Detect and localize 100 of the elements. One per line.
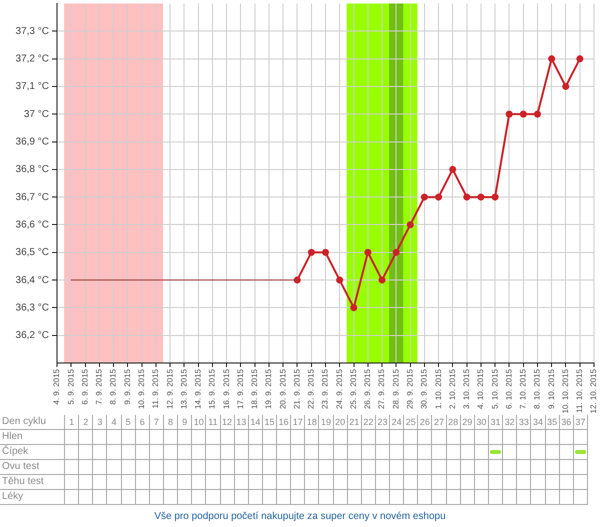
x-tick-label: 7. 10. 2015 xyxy=(518,368,528,410)
y-tick-label: 36,6 °C xyxy=(16,219,49,230)
x-tick-label: 6. 9. 2015 xyxy=(80,368,90,405)
x-tick-label: 8. 10. 2015 xyxy=(532,368,542,410)
y-tick-label: 36,2 °C xyxy=(16,330,49,342)
point xyxy=(534,110,541,118)
x-tick-label: 18 xyxy=(306,416,318,429)
point xyxy=(463,194,470,201)
point xyxy=(477,194,484,201)
y-tick-label: Léky xyxy=(1,490,24,504)
x-tick-label: 25 xyxy=(404,416,417,429)
x-tick-label: 17. 9. 2015 xyxy=(236,368,245,410)
point xyxy=(392,248,400,256)
x-tick-label: 27. 9. 2015 xyxy=(377,368,386,410)
x-tick-label: 16 xyxy=(278,416,290,429)
x-tick-label: 3. 10. 2015 xyxy=(462,368,472,410)
x-tick-label: 16. 9. 2015 xyxy=(222,368,231,410)
x-tick-label: 21. 9. 2015 xyxy=(292,368,302,410)
x-tick-label: 10. 10. 2015 xyxy=(560,368,570,414)
point xyxy=(449,166,456,173)
x-tick-label: 8. 9. 2015 xyxy=(108,368,118,405)
x-tick-label: 26. 9. 2015 xyxy=(363,368,372,410)
x-tick-label: 20. 9. 2015 xyxy=(278,368,288,410)
x-tick-label: 9 xyxy=(181,416,188,429)
x-tick-label: 5 xyxy=(124,416,132,429)
y-tick-label: 36,9 °C xyxy=(16,136,49,148)
point xyxy=(378,276,386,284)
point xyxy=(562,82,570,90)
x-tick-label: 11 xyxy=(207,416,219,429)
x-tick-label: 30. 9. 2015 xyxy=(420,368,429,410)
x-tick-label: 5. 10. 2015 xyxy=(490,368,500,410)
x-tick-label: 5. 9. 2015 xyxy=(66,368,76,405)
x-tick-label: 14. 9. 2015 xyxy=(194,368,203,410)
x-tick-label: 15 xyxy=(263,416,276,429)
x-tick-label: 17 xyxy=(292,416,304,429)
x-tick-label: 8 xyxy=(167,416,174,429)
x-tick-label: 21 xyxy=(348,416,360,429)
x-tick-label: 11. 10. 2015 xyxy=(575,368,584,413)
y-tick-label: 37,2 °C xyxy=(16,54,49,65)
x-tick-label: 6 xyxy=(138,416,146,429)
x-tick-label: 13. 9. 2015 xyxy=(179,368,188,410)
y-tick-label: 36,7 °C xyxy=(16,192,49,203)
y-tick-label: 37 °C xyxy=(24,108,49,120)
x-tick-label: 4. 9. 2015 xyxy=(52,368,62,405)
x-tick-label: 35 xyxy=(546,416,558,429)
x-tick-label: 18. 9. 2015 xyxy=(250,368,260,410)
x-tick-label: 9. 10. 2015 xyxy=(546,368,556,410)
x-tick-label: 7 xyxy=(152,416,160,429)
text: Vše pro podporu početí nakupujte za super ceny v novém eshopu xyxy=(154,511,446,523)
y-tick-label: 37,3 °C xyxy=(16,26,49,37)
point xyxy=(492,194,499,201)
point xyxy=(308,248,315,256)
x-tick-label: 27 xyxy=(433,416,446,429)
y-tick-label: 37,1 °C xyxy=(16,81,49,92)
x-tick-label: 6. 10. 2015 xyxy=(504,368,514,410)
y-tick-label: 36,5 °C xyxy=(16,247,49,258)
y-tick-label: Těhu test xyxy=(1,475,45,489)
x-tick-label: 10 xyxy=(192,416,205,429)
x-tick-label: 32 xyxy=(504,416,516,429)
x-tick-label: 31 xyxy=(490,416,502,429)
x-tick-label: 24 xyxy=(390,416,403,429)
point xyxy=(350,304,358,312)
x-tick-label: 30 xyxy=(475,416,488,429)
x-tick-label: 28. 9. 2015 xyxy=(391,368,400,410)
y-tick-label: 36,4 °C xyxy=(16,274,49,286)
point xyxy=(435,194,442,201)
y-tick-label: Ovu test xyxy=(1,460,40,474)
x-tick-label: 10. 9. 2015 xyxy=(136,368,146,410)
x-tick-label: 37 xyxy=(574,416,586,429)
x-tick-label: 7. 9. 2015 xyxy=(94,368,104,405)
x-tick-label: 25. 9. 2015 xyxy=(348,368,358,410)
x-axis-title: Den cyklu xyxy=(1,415,47,429)
point xyxy=(420,194,428,201)
x-tick-label: 15. 9. 2015 xyxy=(208,368,217,410)
x-tick-label: 22 xyxy=(362,416,374,429)
x-tick-label: 12. 9. 2015 xyxy=(165,368,174,410)
point xyxy=(576,55,584,62)
y-tick-label: 36,8 °C xyxy=(16,164,49,176)
point xyxy=(364,248,372,256)
x-tick-label: 19. 9. 2015 xyxy=(264,368,274,410)
x-tick-label: 34 xyxy=(532,416,544,429)
x-tick-label: 23 xyxy=(376,416,389,429)
x-tick-label: 12. 10. 2015 xyxy=(589,368,598,414)
x-tick-label: 11. 9. 2015 xyxy=(151,368,160,408)
x-tick-label: 14 xyxy=(249,416,262,429)
x-tick-label: 2 xyxy=(82,416,90,429)
x-tick-label: 4. 10. 2015 xyxy=(476,368,486,410)
x-tick-label: 22. 9. 2015 xyxy=(306,368,316,410)
point xyxy=(322,248,329,256)
x-tick-label: 19 xyxy=(320,416,332,429)
y-tick-label: Čípek xyxy=(1,445,30,459)
x-tick-label: 36 xyxy=(560,416,572,429)
x-tick-label: 20 xyxy=(334,416,346,429)
x-tick-label: 33 xyxy=(518,416,530,429)
x-tick-label: 4 xyxy=(110,416,118,429)
x-tick-label: 29 xyxy=(461,416,474,429)
x-tick-label: 28 xyxy=(447,416,460,429)
x-tick-label: 1 xyxy=(68,416,76,429)
y-tick-label: Hlen xyxy=(1,430,24,444)
point xyxy=(336,276,344,284)
